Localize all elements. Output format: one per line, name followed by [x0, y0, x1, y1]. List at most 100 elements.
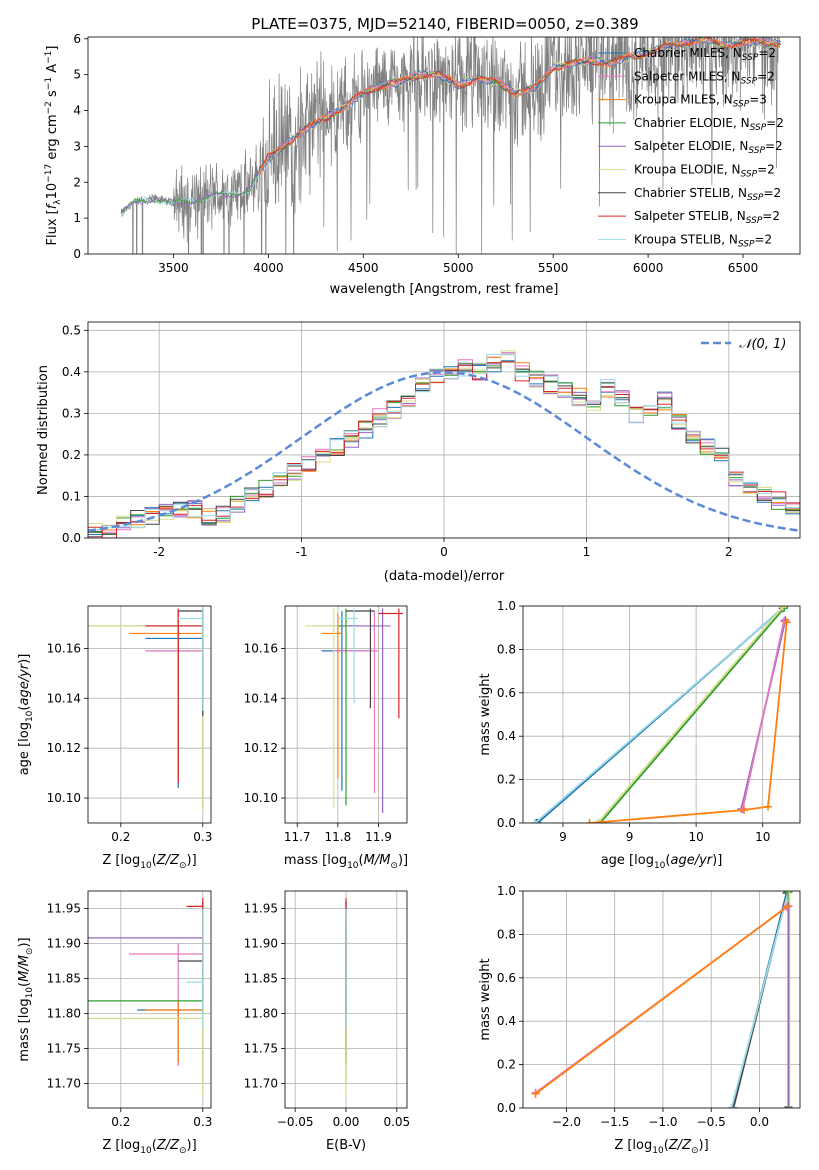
- mass-vs-ebv-panel: −0.05 0.00 0.05 11.70 11.75 11.80 11.85 11.90 11…: [244, 890, 410, 1153]
- x-tick-label: 0.3: [193, 1115, 212, 1129]
- x-tick-label: 9: [559, 830, 567, 844]
- y-tick-label: 10.14: [244, 691, 278, 705]
- label-part: M/M: [364, 853, 391, 868]
- y-axis-label: Flux [fλ10−17 erg cm−2 s−1 A−1]: [44, 46, 63, 246]
- legend-label-tail: =2: [754, 232, 772, 246]
- y-axis-label: mass weight: [478, 673, 493, 755]
- label-part: (: [17, 982, 32, 987]
- y-tick-label: 11.90: [244, 937, 278, 951]
- x-axis-label: Z [log10(Z/Z⊙)]: [614, 1138, 708, 1156]
- mass-weight-vs-metallicity-panel: −2.0 −1.5 −1.0 −0.5 0.0 0.0 0.2 0.4 0.6 0.8 1.0 Z […: [478, 884, 801, 1156]
- x-tick-label: 5000: [443, 261, 474, 275]
- x-axis-label: E(B-V): [326, 1138, 366, 1153]
- label-part: 10: [25, 987, 35, 999]
- y-tick-label: 11.95: [244, 902, 278, 916]
- label-part: age/yr: [17, 662, 32, 705]
- weight-line-krou_stelib: [534, 606, 786, 823]
- label-part: E(B-V): [326, 1138, 366, 1153]
- x-tick-label: 5500: [538, 261, 569, 275]
- y-tick-label: 0.2: [497, 1058, 516, 1072]
- axes-frame: [87, 605, 212, 824]
- label-part: age [log: [601, 853, 654, 868]
- x-tick-label: 0.00: [333, 1115, 360, 1129]
- x-axis-label: Z [log10(Z/Z⊙)]: [102, 853, 196, 871]
- legend-label-krou_stelib: Kroupa STELIB, NSSP=2: [634, 232, 772, 249]
- axes-frame: [284, 605, 408, 824]
- x-tick-label: −2.0: [552, 1115, 581, 1129]
- label-part: wavelength [Angstrom, rest frame]: [330, 282, 559, 297]
- y-tick-label: 0.3: [62, 406, 81, 420]
- y-tick-label: 3: [73, 139, 81, 153]
- legend-label-tail: =2: [764, 186, 782, 200]
- weight-marker-krou_elodie: [593, 819, 602, 823]
- legend-label-sub: SSP: [741, 170, 758, 180]
- legend-label-main: Kroupa MILES, N: [634, 93, 733, 107]
- x-axis-label: mass [log10(M/M⊙)]: [284, 853, 408, 871]
- y-tick-label: 11.70: [47, 1077, 81, 1091]
- legend-label-salp_elodie: Salpeter ELODIE, NSSP=2: [634, 139, 783, 156]
- x-tick-label: 0: [440, 545, 448, 559]
- label-part: ⊙: [25, 948, 35, 956]
- y-tick-label: 11.80: [47, 1007, 81, 1021]
- plot-area: [88, 606, 211, 823]
- y-axis-label: age [log10(age/yr)]: [17, 654, 35, 776]
- x-axis-label: (data-model)/error: [384, 569, 505, 584]
- label-part: λ: [53, 199, 63, 205]
- legend-label-tail: =2: [766, 116, 784, 130]
- y-tick-label: 10.10: [244, 791, 278, 805]
- weight-line-krou_miles: [534, 905, 789, 1095]
- legend-label-tail: =2: [757, 163, 775, 177]
- label-part: age/yr: [670, 853, 713, 868]
- histogram-step-salp_stelib: [88, 361, 800, 538]
- y-tick-label: 0.6: [497, 686, 516, 700]
- weight-line-salp_miles: [741, 621, 785, 810]
- x-tick-label: -2: [153, 545, 165, 559]
- label-part: mass weight: [478, 958, 493, 1040]
- weight-marker-krou_stelib: [530, 819, 539, 823]
- y-tick-label: 0.2: [62, 448, 81, 462]
- label-part: 10: [652, 1146, 664, 1156]
- weight-marker-krou_miles: [740, 805, 749, 814]
- x-tick-label: 2: [725, 545, 733, 559]
- label-part: age [log: [17, 722, 32, 775]
- legend-label-main: Chabrier ELODIE, N: [634, 116, 750, 130]
- weight-line-krou_stelib: [730, 891, 790, 1108]
- weight-marker-chab_elodie: [784, 891, 793, 897]
- plot-area: [120, 37, 781, 254]
- x-tick-label: 0.2: [111, 830, 130, 844]
- label-part: (: [665, 853, 670, 868]
- label-part: Z/Z: [668, 1138, 692, 1153]
- label-part: M/M: [17, 955, 32, 982]
- label-part: Z [log: [614, 1138, 652, 1153]
- y-axis-label: mass [log10(M/M⊙)]: [17, 937, 35, 1061]
- weight-line-chab_elodie: [599, 607, 785, 823]
- label-part: Z [log: [102, 853, 140, 868]
- legend-label-chab_elodie: Chabrier ELODIE, NSSP=2: [634, 116, 784, 133]
- y-tick-label: 1: [73, 211, 81, 225]
- weight-marker-krou_miles: [782, 618, 791, 627]
- y-tick-label: 10.12: [244, 741, 278, 755]
- y-tick-label: 11.90: [47, 937, 81, 951]
- legend-label-tail: =3: [749, 93, 767, 107]
- y-tick-label: 10.10: [47, 791, 81, 805]
- label-part: (data-model)/error: [384, 569, 505, 584]
- plot-area: [523, 606, 800, 823]
- x-tick-label: 11.7: [284, 830, 311, 844]
- mass-vs-metallicity-panel: 0.2 0.3 11.70 11.75 11.80 11.85 11.90 11.95 Z [l…: [17, 890, 212, 1156]
- weight-marker-krou_stelib: [727, 1104, 736, 1108]
- x-tick-label: 11.9: [365, 830, 392, 844]
- y-tick-label: 0.1: [62, 489, 81, 503]
- label-part: 10: [25, 710, 35, 722]
- legend-label-sub: SSP: [738, 239, 755, 249]
- label-part: −17: [44, 164, 54, 183]
- label-part: )]: [712, 853, 722, 868]
- legend-label-tail: =2: [758, 46, 776, 60]
- label-part: −1: [44, 77, 54, 90]
- legend-label-sub: SSP: [747, 193, 764, 203]
- label-part: )]: [187, 853, 197, 868]
- plot-area: [88, 891, 211, 1108]
- legend-label-tail: =2: [757, 69, 775, 83]
- label-part: s: [45, 90, 60, 101]
- axes-frame: [284, 890, 408, 1109]
